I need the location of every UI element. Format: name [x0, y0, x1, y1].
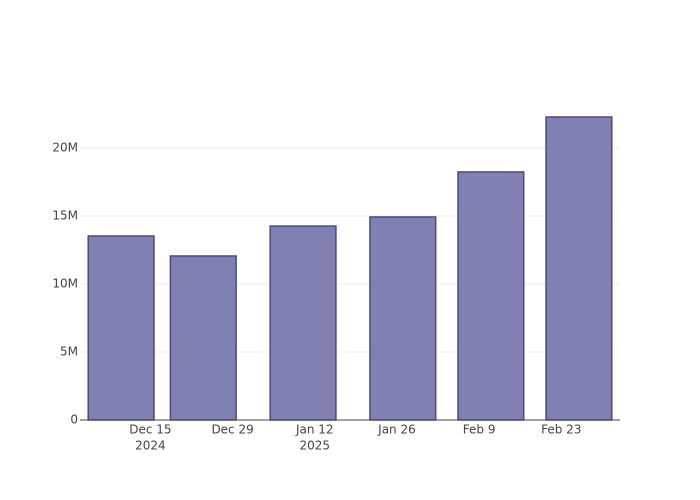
- y-tick-label: 10M: [52, 277, 78, 291]
- x-tick-label: Feb 9: [463, 423, 496, 437]
- x-tick-label: Feb 23: [541, 423, 581, 437]
- bar: [545, 116, 613, 421]
- bar: [369, 216, 437, 421]
- y-tick-label: 20M: [52, 141, 78, 155]
- x-tick-sublabel: 2025: [300, 439, 331, 453]
- y-tick-label: 15M: [52, 209, 78, 223]
- bar: [87, 235, 155, 421]
- x-tick-label: Jan 12: [295, 423, 334, 437]
- y-tick-label: 5M: [60, 345, 78, 359]
- bar: [457, 171, 525, 421]
- x-tick-label: Jan 26: [377, 423, 416, 437]
- y-tick-label: 0: [70, 413, 78, 427]
- x-tick-label: Dec 29: [211, 423, 253, 437]
- bar: [169, 255, 237, 421]
- bar: [269, 225, 337, 421]
- x-tick-sublabel: 2024: [135, 439, 166, 453]
- x-tick-label: Dec 15: [129, 423, 171, 437]
